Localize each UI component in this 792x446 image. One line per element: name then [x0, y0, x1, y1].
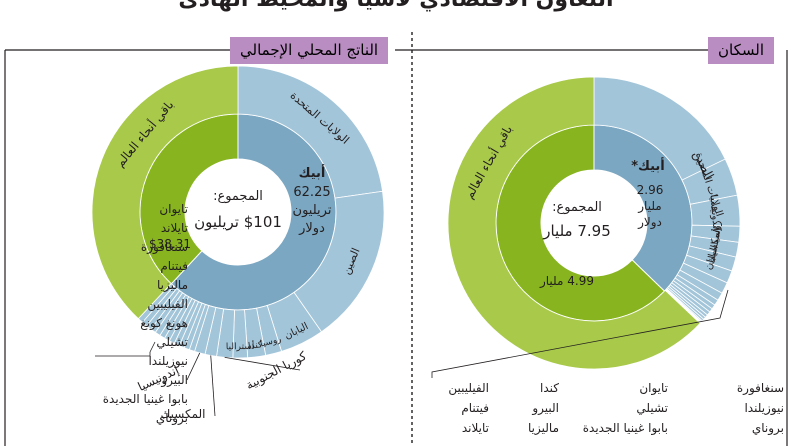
gdp-small-bracket [95, 352, 151, 357]
apec-label-3: دولار [298, 221, 325, 236]
pop-footer-item: تايوان [639, 381, 668, 395]
gdp-side-item: سنغافورة [140, 240, 188, 254]
outer-slice-21 [91, 65, 239, 320]
gdp-side-item: بروناي [155, 411, 188, 425]
pop-footer-item: بروناي [751, 421, 784, 435]
apec-label-0: أبيك [299, 164, 326, 181]
gdp-side-item: هونغ كونغ [140, 316, 188, 330]
page-title: التعاون الاقتصادي لآسيا والمحيط الهادئ [0, 0, 792, 14]
pop-apec-label-2: مليار [637, 199, 661, 214]
pop-outer-label-3: روسيا [710, 220, 723, 245]
pop-footer-item: بابوا غينيا الجديدة [582, 421, 668, 435]
pop-footer-item: كندا [540, 381, 559, 395]
outer-slice-21 [447, 76, 701, 370]
pop-footer-item: الفيليبين [448, 381, 489, 395]
pop-center-value: 7.95 مليار [542, 222, 611, 240]
pop-footer-column: سنغافورة نيوزيلندا بروناي [737, 378, 784, 438]
pop-apec-label-1: 2.96 [637, 183, 664, 197]
gdp-side-item: البيرو [161, 373, 188, 387]
pop-footer-item: البيرو [532, 401, 559, 415]
gdp-side-item: بابوا غينيا الجديدة [102, 392, 188, 406]
pop-small-bracket [431, 289, 729, 378]
gdp-side-item: تايلاند [160, 221, 188, 235]
pop-footer-item: فيتنام [461, 401, 489, 415]
pop-apec-label-0: أبيك* [631, 157, 665, 174]
gdp-callout-line-7 [210, 355, 216, 417]
gdp-side-item: الفيليبين [147, 297, 188, 311]
pop-outer-label-2: إندونيسيا [708, 194, 722, 231]
apec-label-1: 62.25 [293, 185, 330, 200]
apec-label-2: تريليون [293, 203, 332, 218]
gdp-side-item: فيتنام [160, 259, 188, 273]
pop-footer-item: تشيلي [636, 401, 668, 415]
gdp-side-item: نيوزيلندا [148, 354, 188, 368]
pop-footer-item: نيوزيلندا [744, 401, 784, 415]
gdp-outer-label-4: كندا [248, 340, 264, 352]
gdp-center-value: $101 تريليون [194, 213, 282, 231]
gdp-rest-value: $38.31 [149, 237, 191, 251]
pop-rest-value: 4.99 مليار [539, 274, 594, 289]
gdp-callout-line-8 [186, 352, 201, 381]
pop-footer-column: الفيليبين فيتنام تايلاند [448, 378, 489, 438]
gdp-small-bracket-tick [149, 341, 156, 353]
gdp-callout-line-6 [224, 356, 301, 371]
pop-apec-label-3: دولار [637, 215, 662, 230]
gdp-center-label: المجموع: [213, 189, 263, 204]
donut-hole [541, 170, 647, 276]
pop-footer-item: ماليزيا [528, 421, 559, 435]
pop-footer-column: كندا البيرو ماليزيا [528, 378, 559, 438]
gdp-callout-7: المكسيك [161, 407, 206, 421]
gdp-side-item: تايوان [159, 202, 188, 216]
population-tag: السكان [708, 37, 774, 64]
gdp-chart: المجموع: $101 تريليون أبيك 62.25 تريليون دولا… [91, 65, 385, 421]
donut-hole [185, 159, 291, 265]
pop-footer-column: تايوان تشيلي بابوا غينيا الجديدة [583, 378, 668, 438]
pop-footer-item: تايلاند [461, 421, 489, 435]
gdp-side-item: ماليزيا [157, 278, 188, 292]
gdp-side-item: تشيلي [156, 335, 188, 349]
gdp-outer-label-5: أستراليا [226, 340, 255, 352]
pop-footer-item: سنغافورة [736, 381, 784, 395]
pop-center-label: المجموع: [552, 200, 602, 215]
gdp-tag: الناتج المحلي الإجمالي [230, 37, 389, 64]
